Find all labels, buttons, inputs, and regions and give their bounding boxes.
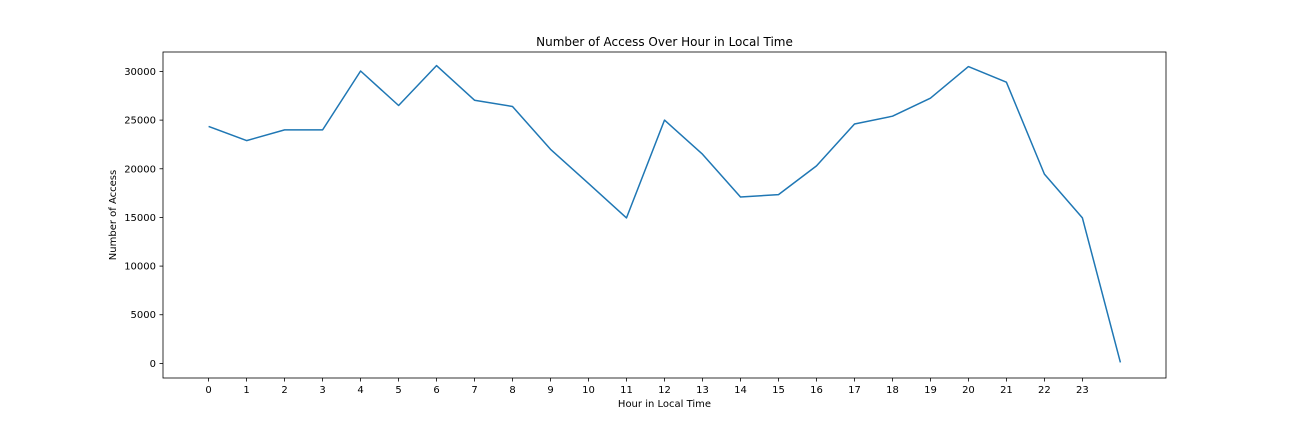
x-tick-label: 11 [620, 385, 633, 396]
x-tick-label: 13 [696, 385, 709, 396]
x-tick-label: 20 [962, 385, 975, 396]
x-tick-label: 2 [281, 385, 287, 396]
x-tick-label: 3 [319, 385, 325, 396]
x-tick-label: 5 [395, 385, 401, 396]
x-axis-label: Hour in Local Time [618, 399, 711, 410]
x-tick-label: 7 [471, 385, 477, 396]
x-tick-label: 21 [1000, 385, 1013, 396]
y-tick-label: 30000 [124, 67, 156, 78]
x-tick-label: 4 [357, 385, 363, 396]
x-tick-label: 14 [734, 385, 747, 396]
x-tick-label: 22 [1038, 385, 1051, 396]
plot-area: 0 1 2 3 4 5 6 7 8 9 10 11 12 13 14 15 16 17 18 19 20 21 22 2305… [124, 51, 1167, 396]
y-tick-label: 5000 [131, 310, 156, 321]
x-tick-label: 1 [243, 385, 249, 396]
x-tick-label: 23 [1076, 385, 1089, 396]
chart-title: Number of Access Over Hour in Local Time [536, 35, 793, 49]
x-tick-label: 6 [433, 385, 439, 396]
y-tick-label: 10000 [124, 262, 156, 273]
y-tick-label: 25000 [124, 116, 156, 127]
plot-frame [162, 51, 1167, 379]
y-tick-label: 0 [150, 359, 156, 370]
y-tick-label: 20000 [124, 164, 156, 175]
y-tick-label: 15000 [124, 213, 156, 224]
x-tick-label: 16 [810, 385, 823, 396]
series-line [208, 64, 1122, 363]
x-tick-label: 10 [582, 385, 595, 396]
x-tick-label: 17 [848, 385, 861, 396]
y-axis-label: Number of Access [108, 170, 119, 260]
x-tick-label: 12 [658, 385, 671, 396]
x-tick-label: 9 [547, 385, 553, 396]
x-tick-label: 0 [205, 385, 211, 396]
x-tick-label: 15 [772, 385, 785, 396]
x-tick-label: 18 [886, 385, 899, 396]
x-tick-label: 8 [509, 385, 515, 396]
x-tick-label: 19 [924, 385, 937, 396]
